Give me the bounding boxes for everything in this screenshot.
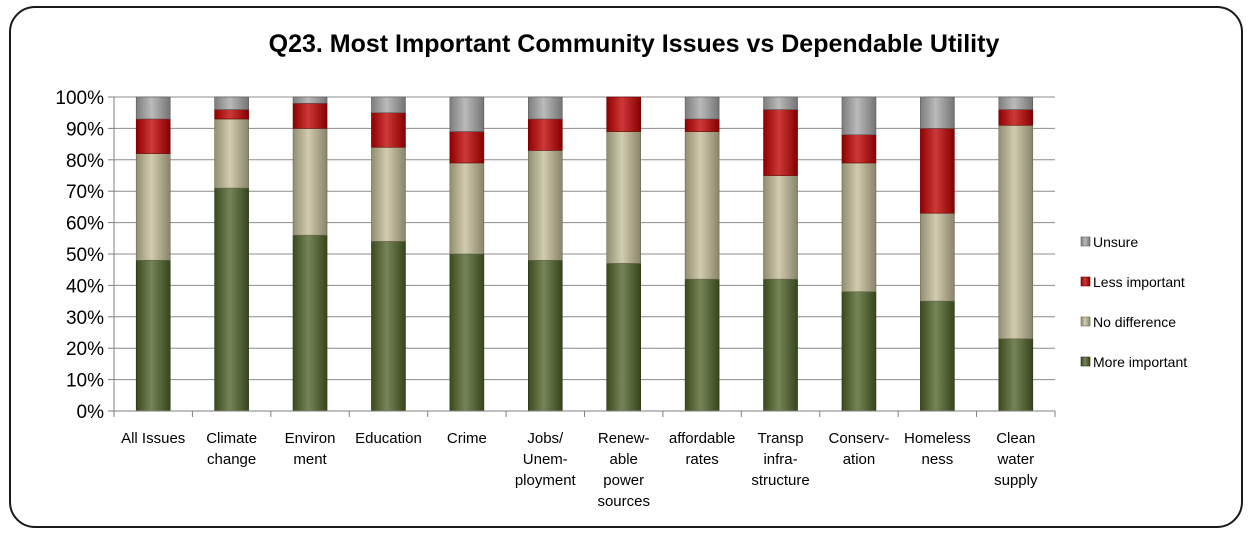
bar-segment — [763, 175, 798, 280]
bar-segment — [214, 109, 249, 120]
x-category-label: affordable rates — [669, 430, 735, 468]
bar-segment — [920, 128, 955, 214]
x-category-label: Renew-able power sources — [597, 430, 650, 510]
bar-segment — [684, 278, 720, 412]
y-tick-label: 40% — [66, 276, 104, 297]
y-tick-label: 10% — [66, 371, 104, 392]
bar-segment — [606, 131, 642, 264]
bar-segment — [763, 96, 798, 110]
x-category-label: All Issues — [121, 430, 185, 447]
bar-segment — [841, 162, 877, 292]
legend-label: Less important — [1093, 274, 1185, 290]
legend-label: More important — [1093, 354, 1187, 370]
legend-swatch — [1080, 356, 1091, 367]
bar-segment — [684, 118, 720, 132]
bar-segment — [292, 96, 328, 104]
x-category-label: Jobs/Unem-ployment — [515, 430, 577, 489]
y-tick-label: 60% — [66, 214, 104, 235]
x-category-label: Environ ment — [285, 430, 336, 468]
bar-segment — [920, 96, 955, 129]
bar-segment — [135, 118, 171, 154]
bar-segment — [998, 109, 1034, 126]
bar-segment — [449, 253, 485, 412]
legend-swatch — [1080, 316, 1091, 327]
y-tick-label: 20% — [66, 339, 104, 360]
x-category-label: Clean water supply — [994, 430, 1038, 489]
x-category-label: Crime — [447, 430, 487, 447]
bar-segment — [135, 96, 171, 120]
bar-segment — [763, 109, 798, 176]
y-tick-label: 100% — [55, 88, 104, 109]
bar-segment — [371, 96, 406, 113]
bar-segment — [292, 102, 328, 129]
x-category-labels: All Issues Climate change Environ ment Educat… — [121, 430, 1038, 510]
y-tick-labels: 0% 10% 20% 30% 40% 50% 60% 70% 80% 90% 100% — [55, 88, 104, 423]
axes — [113, 97, 1056, 417]
x-category-label: Education — [355, 430, 422, 447]
bar-segment — [527, 150, 563, 261]
y-tick-label: 80% — [66, 151, 104, 172]
y-tick-label: 50% — [66, 245, 104, 266]
x-category-label: Transp infra-structure — [751, 430, 809, 489]
x-category-label: Climate change — [206, 430, 257, 468]
legend: Unsure Less important No difference More im… — [1080, 234, 1187, 370]
bar-segment — [527, 259, 563, 412]
bar-segment — [841, 291, 877, 412]
bar-segment — [841, 134, 877, 164]
x-category-label: Conserv-ation — [829, 430, 890, 468]
bar-segment — [449, 131, 485, 164]
bar-segment — [684, 96, 720, 120]
bar-segment — [763, 278, 798, 412]
bar-segment — [606, 96, 642, 132]
legend-label: No difference — [1093, 314, 1176, 330]
bar-segment — [449, 96, 485, 132]
y-tick-label: 70% — [66, 182, 104, 203]
bar-segment — [371, 112, 406, 148]
bar-segment — [371, 146, 406, 242]
bar-segment — [135, 153, 171, 261]
bar-segment — [998, 96, 1034, 110]
legend-swatch — [1080, 236, 1091, 247]
bar-segment — [214, 187, 249, 412]
bar-segment — [920, 212, 955, 302]
bar-segment — [606, 263, 642, 412]
legend-swatch — [1080, 276, 1091, 287]
bar-segment — [998, 338, 1034, 412]
bar-segment — [135, 259, 171, 412]
bar-segment — [292, 128, 328, 236]
bar-segment — [371, 241, 406, 412]
bar-segment — [449, 162, 485, 255]
bar-segment — [527, 96, 563, 120]
y-tick-label: 30% — [66, 308, 104, 329]
legend-label: Unsure — [1093, 234, 1138, 250]
bar-segment — [998, 124, 1034, 340]
bar-segment — [527, 118, 563, 151]
bar-segment — [684, 131, 720, 280]
bars — [135, 96, 1034, 412]
gridlines — [108, 96, 1055, 412]
bar-segment — [292, 234, 328, 412]
chart-title: Q23. Most Important Community Issues vs … — [268, 30, 1000, 58]
bar-segment — [214, 118, 249, 189]
y-tick-label: 90% — [66, 119, 104, 140]
x-category-label: Homeless ness — [904, 430, 971, 468]
bar-segment — [841, 96, 877, 135]
bar-segment — [214, 96, 249, 110]
bar-segment — [920, 300, 955, 412]
y-tick-label: 0% — [77, 402, 105, 423]
